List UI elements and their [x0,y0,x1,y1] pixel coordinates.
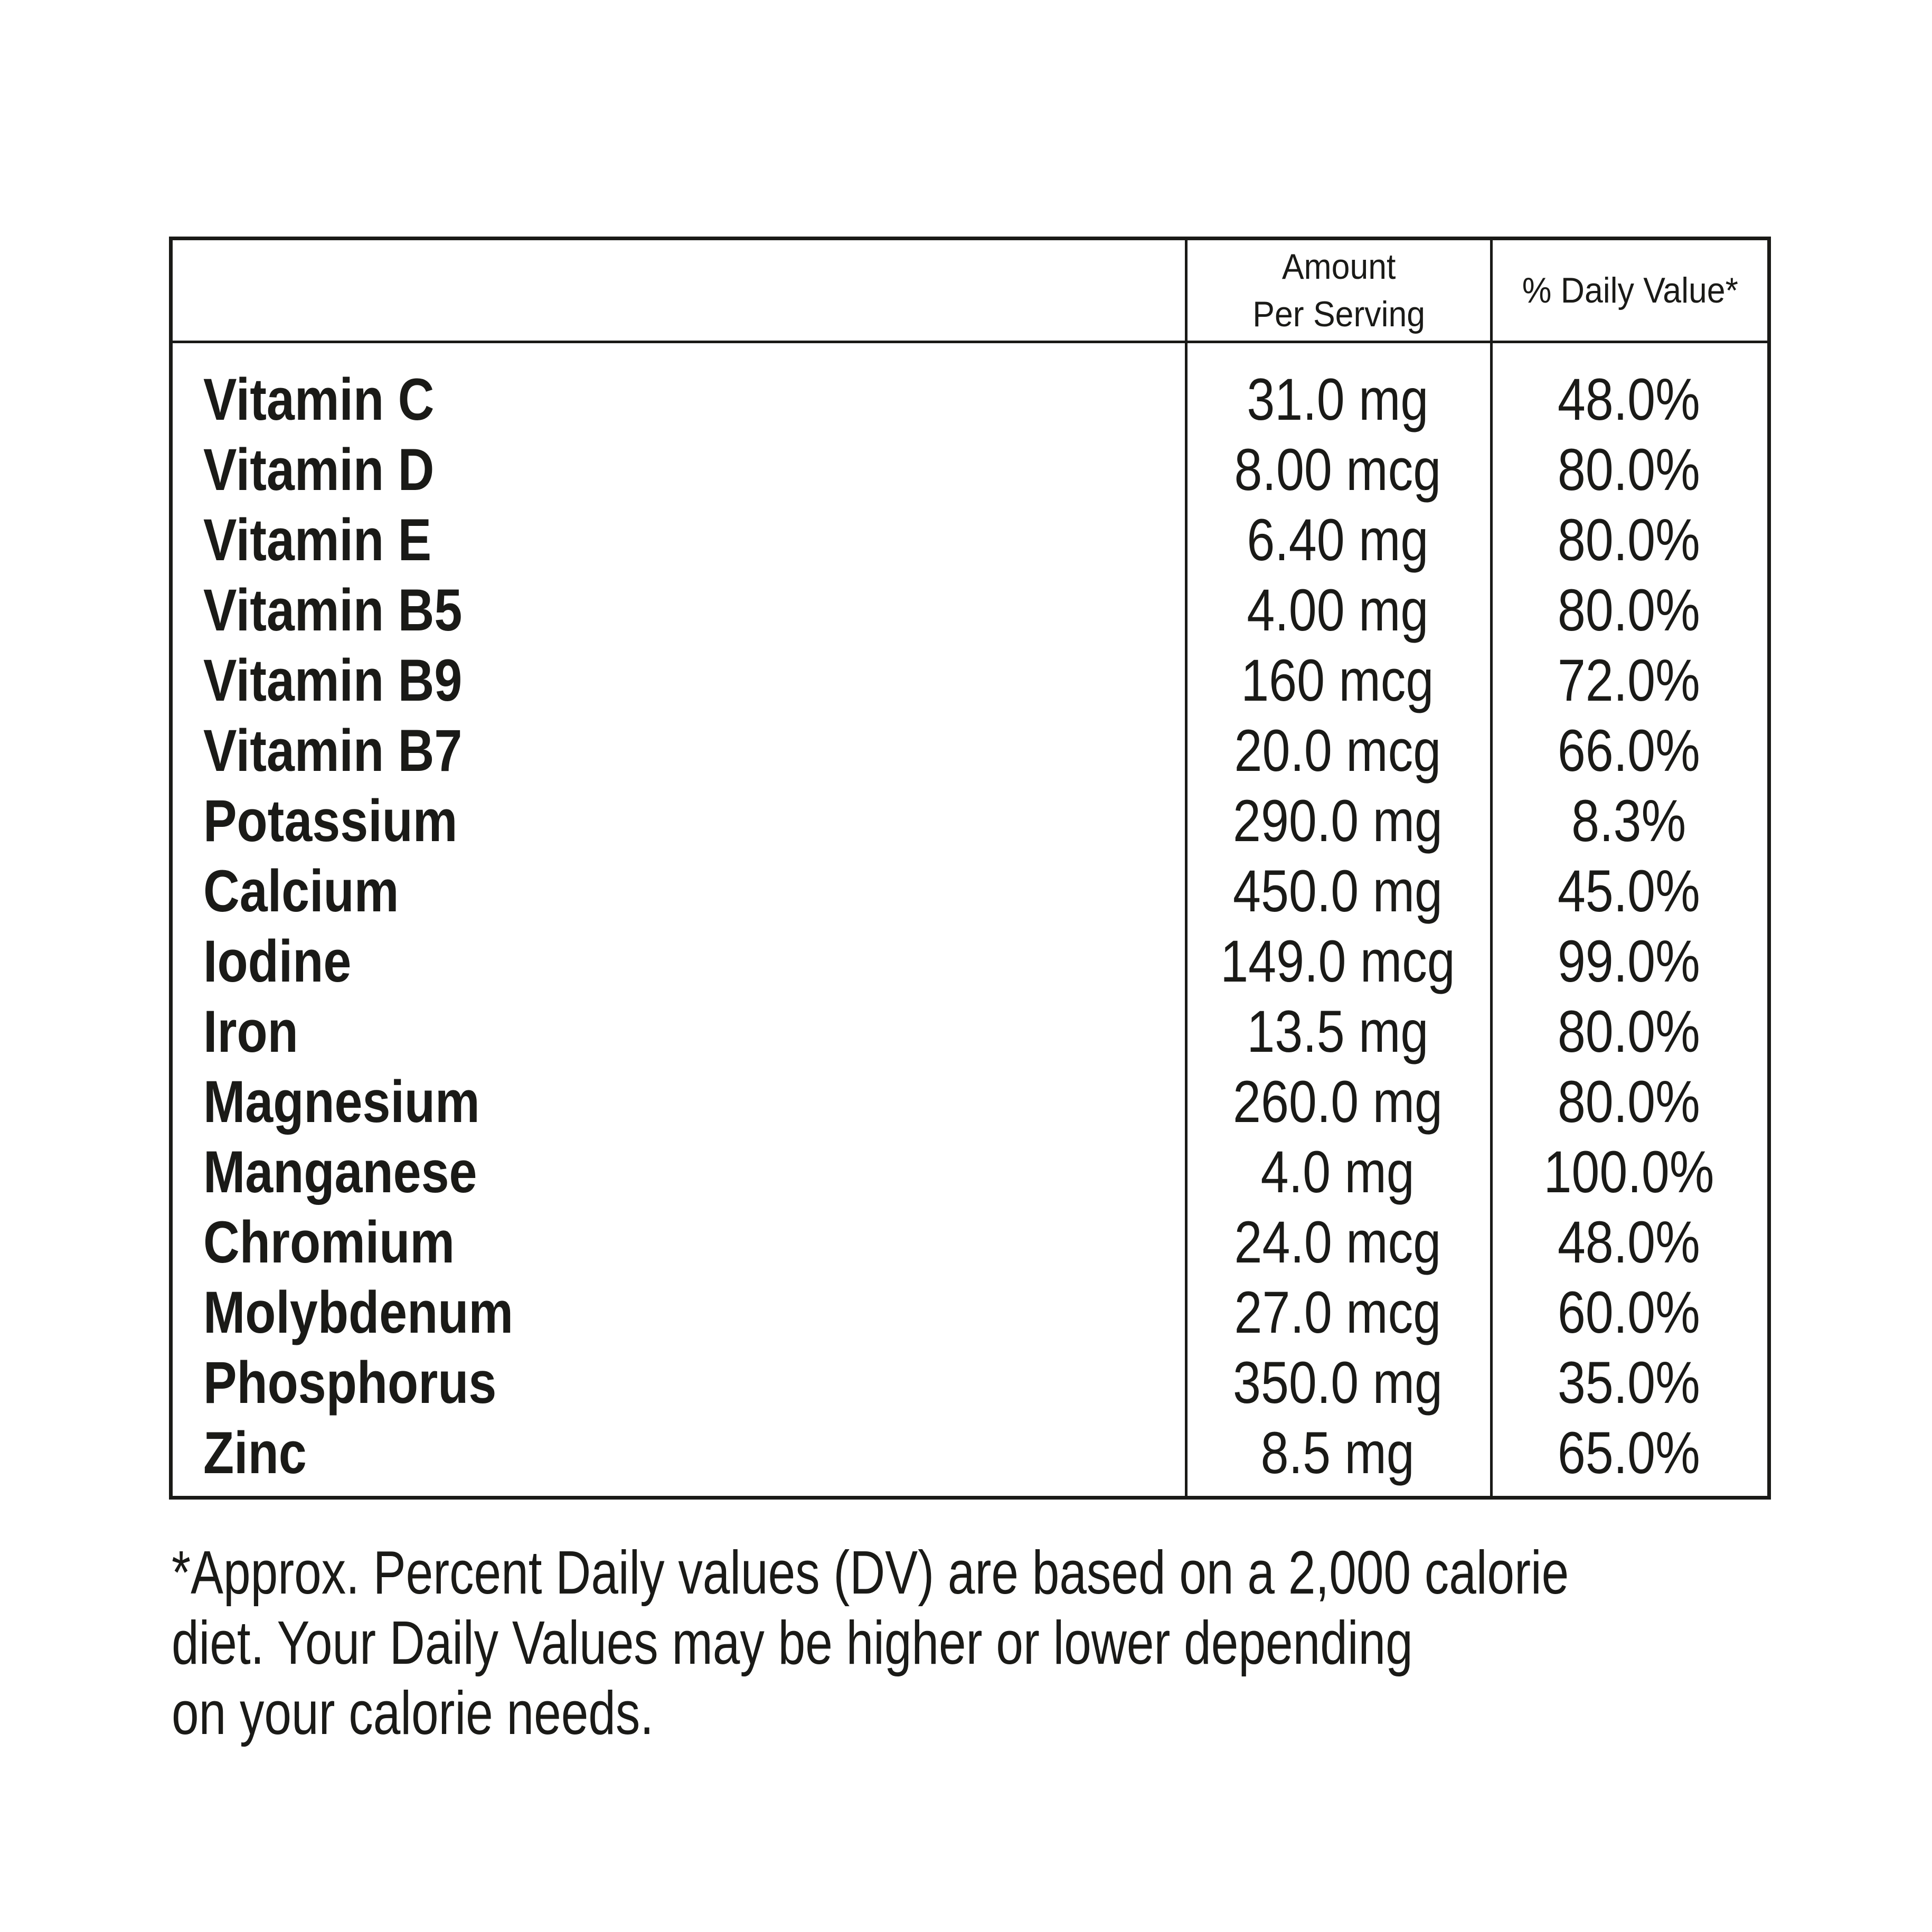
amount-value: 31.0 mg [1247,366,1428,432]
nutrient-name: Vitamin C [203,366,435,432]
daily-value: 80.0% [1557,1069,1700,1135]
nutrient-name: Manganese [203,1139,477,1205]
amount-value: 4.00 mg [1247,577,1428,643]
footnote-line-1: *Approx. Percent Daily values (DV) are b… [172,1538,1569,1607]
table-row: Vitamin D 8.00 mcg 80.0% [173,435,1767,505]
table-row: Manganese 4.0 mg 100.0% [173,1137,1767,1207]
nutrient-name: Vitamin B5 [203,577,463,643]
footnote-line-2: diet. Your Daily Values may be higher or… [172,1608,1413,1677]
nutrient-name: Vitamin E [203,507,432,573]
table-row: Magnesium 260.0 mg 80.0% [173,1067,1767,1137]
amount-value: 160 mcg [1241,647,1434,713]
table-row: Vitamin B9 160 mcg 72.0% [173,645,1767,715]
daily-value: 80.0% [1557,998,1700,1064]
daily-value: 99.0% [1557,928,1700,994]
amount-value: 6.40 mg [1247,507,1428,573]
amount-value: 260.0 mg [1232,1069,1443,1135]
amount-value: 4.0 mg [1260,1139,1415,1205]
nutrient-name: Vitamin B9 [203,647,463,713]
daily-value: 60.0% [1557,1279,1700,1345]
footnote: *Approx. Percent Daily values (DV) are b… [172,1538,1861,1748]
table-row: Chromium 24.0 mcg 48.0% [173,1207,1767,1277]
nutrient-name: Vitamin B7 [203,718,463,784]
daily-value: 45.0% [1557,858,1700,924]
amount-value: 8.5 mg [1260,1420,1415,1486]
table-row: Molybdenum 27.0 mcg 60.0% [173,1277,1767,1347]
amount-value: 8.00 mcg [1234,437,1441,503]
daily-value: 80.0% [1557,577,1700,643]
table-row: Vitamin E 6.40 mg 80.0% [173,505,1767,575]
amount-value: 27.0 mcg [1234,1279,1441,1345]
table-body: Vitamin C 31.0 mg 48.0% Vitamin D 8.00 m… [173,343,1767,1496]
daily-value: 48.0% [1557,1209,1700,1275]
amount-value: 20.0 mcg [1234,718,1441,784]
daily-value: 72.0% [1557,647,1700,713]
nutrient-name: Potassium [203,788,458,854]
amount-value: 450.0 mg [1232,858,1443,924]
nutrient-name: Zinc [203,1420,307,1486]
daily-value: 65.0% [1557,1420,1700,1486]
footnote-line-3: on your calorie needs. [172,1679,654,1747]
column-header-amount-per-serving: Amount Per Serving [1188,240,1490,341]
nutrient-name: Calcium [203,858,399,924]
nutrient-name: Iron [203,998,298,1064]
column-divider-1 [1185,240,1188,1496]
column-header-daily-value: % Daily Value* [1493,240,1767,341]
daily-value: 66.0% [1557,718,1700,784]
table-row: Vitamin B7 20.0 mcg 66.0% [173,715,1767,786]
amount-value: 290.0 mg [1232,788,1443,854]
daily-value: 80.0% [1557,437,1700,503]
header-divider-line [173,341,1767,343]
nutrient-name: Chromium [203,1209,455,1275]
table-row: Phosphorus 350.0 mg 35.0% [173,1347,1767,1418]
table-row: Vitamin B5 4.00 mg 80.0% [173,575,1767,645]
amount-value: 149.0 mcg [1220,928,1455,994]
daily-value: 35.0% [1557,1350,1700,1416]
amount-value: 350.0 mg [1232,1350,1443,1416]
table-row: Calcium 450.0 mg 45.0% [173,856,1767,926]
table-row: Zinc 8.5 mg 65.0% [173,1418,1767,1488]
column-header-amount-text: Amount Per Serving [1252,247,1425,334]
nutrient-name: Vitamin D [203,437,435,503]
daily-value: 80.0% [1557,507,1700,573]
nutrient-name: Magnesium [203,1069,480,1135]
daily-value: 8.3% [1571,788,1686,854]
nutrient-name: Iodine [203,928,352,994]
column-header-daily-value-text: % Daily Value* [1522,270,1738,310]
table-row: Iodine 149.0 mcg 99.0% [173,926,1767,996]
nutrient-name: Phosphorus [203,1350,497,1416]
amount-value: 13.5 mg [1247,998,1428,1064]
column-divider-2 [1490,240,1493,1496]
table-row: Iron 13.5 mg 80.0% [173,996,1767,1067]
nutrition-table: Amount Per Serving % Daily Value* Vitami… [169,237,1771,1500]
amount-value: 24.0 mcg [1234,1209,1441,1275]
daily-value: 48.0% [1557,366,1700,432]
nutrient-name: Molybdenum [203,1279,514,1345]
table-row: Vitamin C 31.0 mg 48.0% [173,364,1767,435]
daily-value: 100.0% [1543,1139,1714,1205]
table-row: Potassium 290.0 mg 8.3% [173,786,1767,856]
